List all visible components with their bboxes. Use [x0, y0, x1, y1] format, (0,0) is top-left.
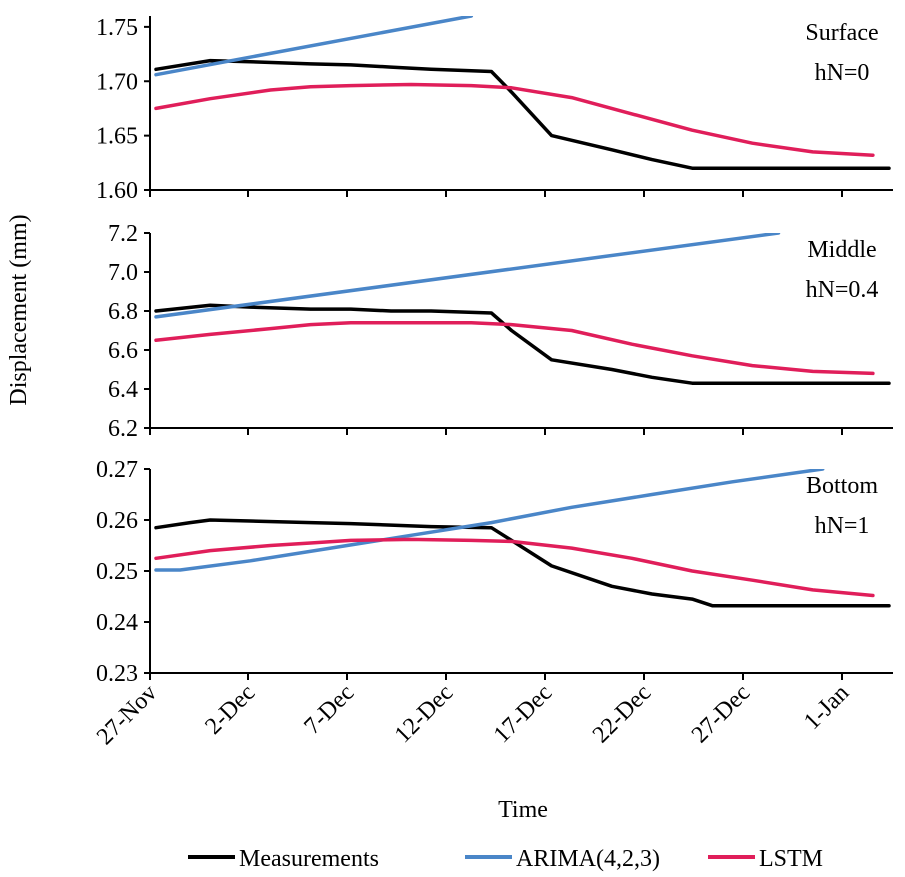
x-tick-label: 22-Dec — [588, 680, 656, 748]
x-tick-label: 12-Dec — [390, 680, 458, 748]
y-tick-label: 7.2 — [108, 221, 138, 247]
legend: Measurements ARIMA(4,2,3) LSTM — [188, 846, 823, 872]
panel-middle: 6.2 6.4 6.6 6.8 7.0 7.2 Middle hN=0.4 — [108, 221, 893, 442]
panel-bottom: 0.23 0.24 0.25 0.26 0.27 Bottom hN=1 — [96, 457, 893, 687]
series-group — [154, 469, 891, 608]
x-axis-title: Time — [498, 797, 548, 823]
panel-surface: 1.60 1.65 1.70 1.75 Surface hN=0 — [96, 15, 893, 204]
y-tick-label: 0.23 — [96, 661, 138, 687]
y-tick-label: 1.70 — [96, 69, 138, 95]
panel-label-name: Bottom — [806, 473, 878, 499]
series-line-lstm — [154, 537, 875, 598]
x-tick-label: 2-Dec — [200, 680, 260, 740]
y-tick-label: 0.26 — [96, 508, 138, 534]
series-line-measurements — [154, 518, 891, 608]
y-tick-label: 0.27 — [96, 457, 138, 483]
series-line-arima-4-2-3 — [154, 469, 825, 572]
x-tick-label: 7-Dec — [299, 680, 359, 740]
panel-label-name: Surface — [805, 20, 878, 46]
legend-label-lstm: LSTM — [759, 846, 823, 872]
x-tick-label: 27-Dec — [687, 680, 755, 748]
y-tick-label: 6.8 — [108, 299, 138, 325]
y-tick-label: 6.6 — [108, 338, 138, 364]
series-group — [154, 233, 891, 385]
series-line-lstm — [154, 82, 875, 157]
series-line-measurements — [154, 303, 891, 385]
y-tick-label: 1.65 — [96, 124, 138, 150]
y-tick-label: 7.0 — [108, 260, 138, 286]
y-axis-title: Displacement (mm) — [6, 214, 32, 405]
y-tick-label: 6.2 — [108, 416, 138, 442]
series-line-arima-4-2-3 — [154, 16, 474, 77]
y-tick-label: 0.24 — [96, 610, 138, 636]
series-line-measurements — [154, 58, 891, 170]
panel-label-hn: hN=0.4 — [806, 277, 879, 303]
y-tick-label: 1.60 — [96, 178, 138, 204]
chart-panels: 1.60 1.65 1.70 1.75 Surface hN=0 6.2 6.4 6.6 6.8 7… — [96, 15, 893, 687]
x-tick-label: 1-Jan — [799, 680, 854, 735]
y-tick-label: 1.75 — [96, 15, 138, 41]
panel-label-hn: hN=1 — [815, 513, 870, 539]
series-line-lstm — [154, 320, 875, 376]
series-group — [154, 16, 891, 170]
panel-label-name: Middle — [807, 237, 876, 263]
series-line-arima-4-2-3 — [154, 233, 781, 319]
x-tick-label: 27-Nov — [92, 680, 162, 750]
y-tick-label: 0.25 — [96, 559, 138, 585]
legend-label-arima-4-2-3: ARIMA(4,2,3) — [516, 846, 660, 872]
panel-label-hn: hN=0 — [815, 60, 870, 86]
x-tick-label: 17-Dec — [489, 680, 557, 748]
legend-label-measurements: Measurements — [239, 846, 379, 872]
x-axis-tick-labels: 27-Nov 2-Dec 7-Dec 12-Dec 17-Dec 22-Dec 27-Dec… — [92, 680, 854, 750]
y-tick-label: 6.4 — [108, 377, 138, 403]
